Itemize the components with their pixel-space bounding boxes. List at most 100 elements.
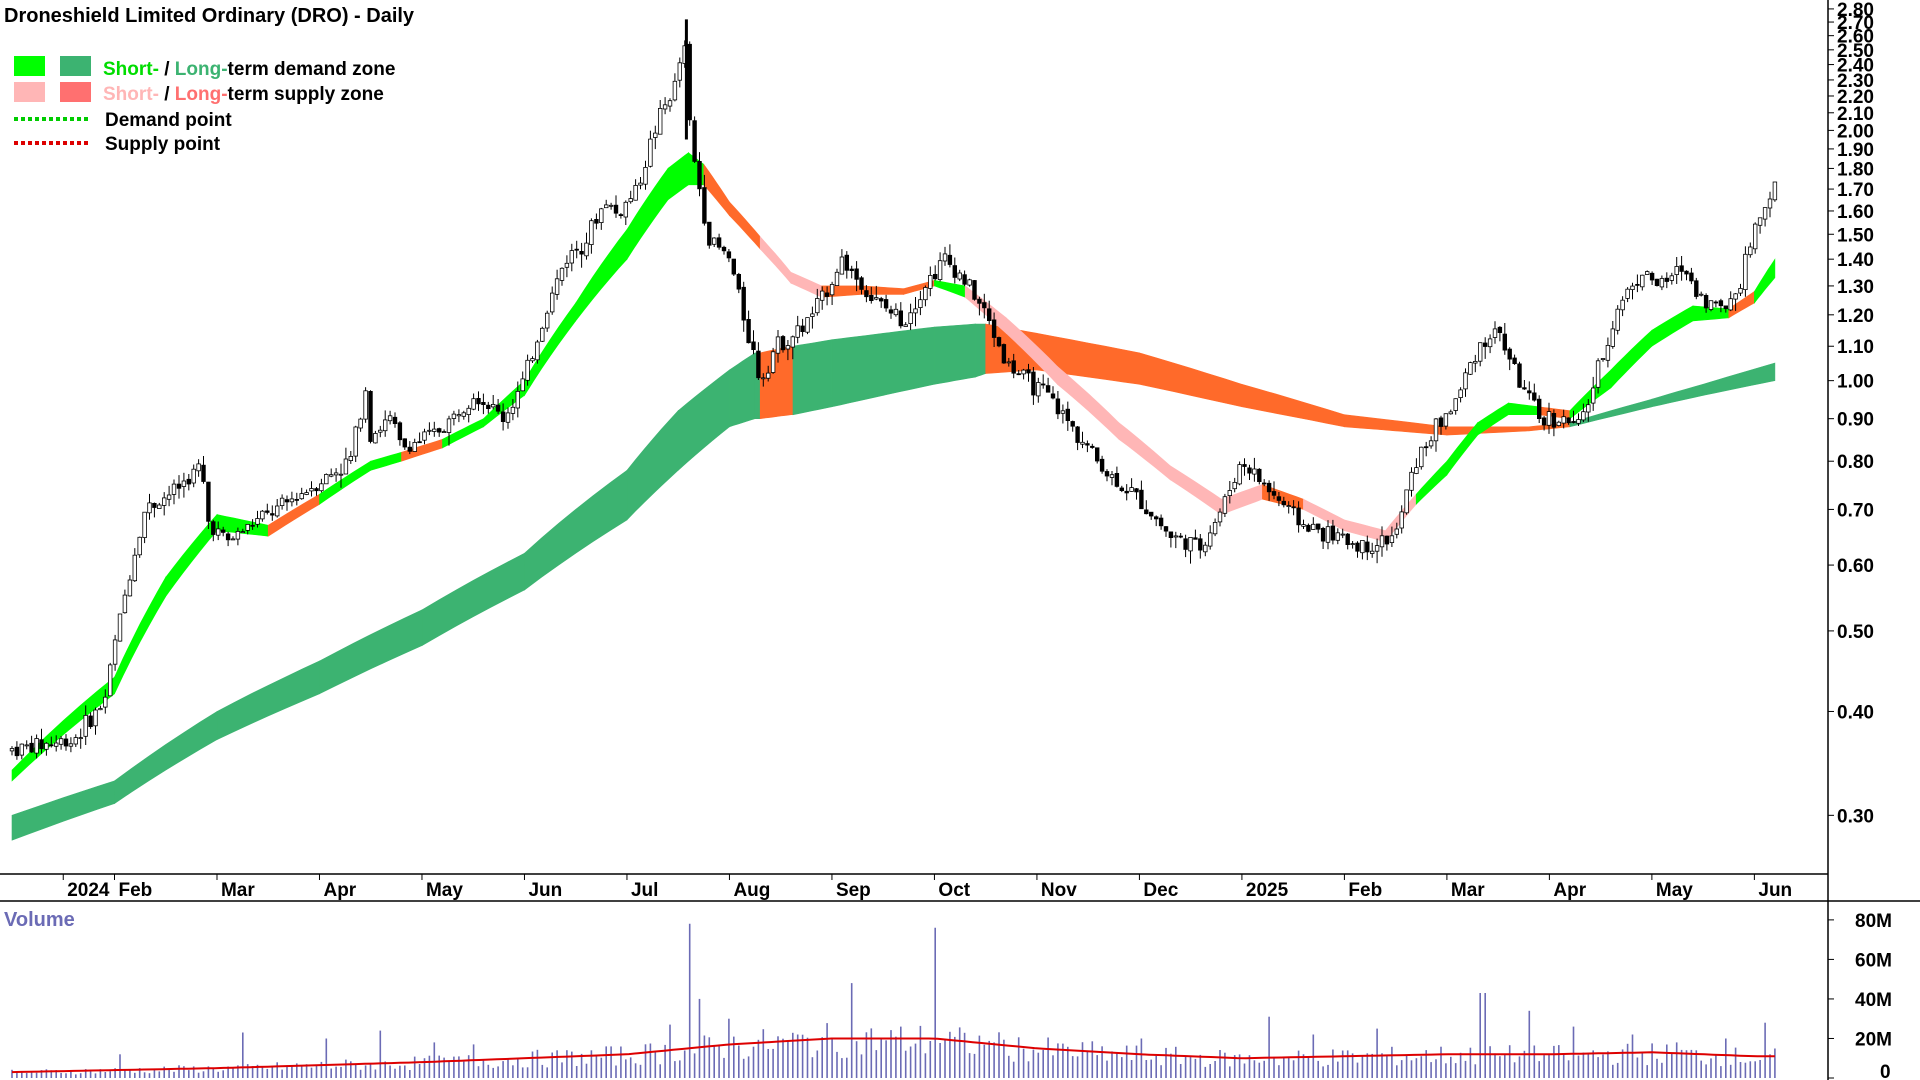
candle-body [353, 426, 358, 457]
candle-body [702, 187, 707, 224]
candle-body [1576, 419, 1581, 424]
candle-body [1502, 333, 1507, 351]
candle-body [805, 317, 810, 333]
candle-body [800, 325, 805, 332]
candle-body [879, 298, 884, 302]
candle-body [407, 446, 412, 452]
candle-body [402, 438, 407, 448]
candle-body [98, 708, 103, 711]
candle-body [103, 696, 108, 708]
date-x-ticks: 2024 Feb Mar Apr May Jun Jul Aug Sep Oct Nov Dec 202… [62, 874, 1792, 901]
candle-body [716, 237, 722, 248]
candle-body [1738, 287, 1743, 294]
candle-body [1679, 265, 1684, 272]
candle-body [937, 260, 943, 281]
y-tick-label: 0.90 [1837, 410, 1874, 431]
y-tick-label: 0.30 [1837, 806, 1874, 827]
candle-body [834, 271, 840, 286]
long-term-zone-segment [882, 326, 935, 396]
candle-body [1257, 468, 1262, 482]
y-tick-label: 0.70 [1837, 500, 1874, 521]
candle-body [461, 412, 466, 417]
candle-body [1645, 271, 1650, 275]
candle-body [1031, 371, 1036, 396]
candle-body [215, 528, 221, 536]
candle-body [382, 419, 388, 432]
candle-body [284, 499, 290, 503]
y-tick-label: 1.60 [1837, 202, 1874, 223]
candle-body [1247, 467, 1252, 474]
candle-body [1428, 440, 1434, 447]
candle-body [260, 510, 265, 520]
candle-body [854, 268, 859, 280]
candle-body [947, 254, 953, 265]
candle-body [923, 287, 928, 301]
candle-body [933, 273, 938, 280]
candle-body [220, 529, 226, 533]
candle-body [328, 474, 334, 477]
candle-body [29, 742, 34, 753]
candle-body [1217, 511, 1223, 523]
candle-body [604, 204, 609, 209]
candle-body [1640, 274, 1645, 288]
chart-legend: Short- / Long-term demand zone Short- / … [14, 56, 395, 155]
candle-body [545, 312, 550, 329]
candle-body [987, 308, 992, 321]
candle-body [1350, 543, 1355, 545]
x-tick-label: Aug [733, 880, 770, 901]
candle-body [883, 299, 889, 309]
candle-body [324, 473, 329, 485]
candle-body [186, 478, 191, 485]
candle-body [191, 468, 196, 484]
long-term-zone-segment [792, 339, 833, 416]
candle-body [1399, 511, 1404, 529]
candle-body [1163, 526, 1169, 532]
candle-body [991, 319, 997, 338]
candle-body [1355, 542, 1360, 552]
candle-body [255, 518, 260, 525]
candle-body [1748, 246, 1753, 256]
candle-body [1723, 305, 1728, 310]
candle-body [1016, 373, 1021, 376]
candle-body [265, 510, 270, 513]
candle-body [1109, 474, 1115, 478]
candle-body [579, 250, 584, 255]
candle-body [1183, 538, 1188, 550]
candle-body [1659, 278, 1665, 288]
candle-body [1713, 301, 1719, 304]
candle-body [810, 313, 815, 317]
candle-body [363, 390, 368, 420]
candle-body [1561, 416, 1566, 424]
candle-body [648, 138, 653, 167]
candle-body [1316, 523, 1321, 530]
legend-long-supply-swatch [60, 82, 91, 102]
legend-supply-long: Long- [175, 84, 228, 105]
candle-body [736, 273, 741, 290]
candle-body [1620, 299, 1625, 311]
candle-body [161, 497, 167, 506]
candle-body [1453, 398, 1458, 411]
x-tick-label: Jun [528, 880, 562, 901]
y-tick-label: 2.80 [1837, 0, 1874, 21]
candle-body [982, 302, 987, 309]
candle-body [550, 292, 555, 313]
x-tick-label: Dec [1143, 880, 1178, 901]
volume-average-line [11, 1037, 1775, 1074]
candle-body [785, 345, 791, 350]
candle-body [34, 738, 39, 754]
candle-body [289, 498, 295, 503]
candle-body [1438, 417, 1444, 427]
legend-demand-long: Long- [175, 59, 228, 80]
candle-body [1085, 443, 1090, 446]
candle-body [1419, 446, 1424, 468]
legend-long-demand-swatch [60, 56, 91, 76]
candle-body [1262, 482, 1267, 485]
x-tick-label: May [426, 880, 463, 901]
candle-body [1026, 369, 1031, 374]
candle-body [515, 390, 520, 409]
x-tick-label: Sep [836, 880, 871, 901]
candle-body [1345, 533, 1350, 545]
y-tick-label: 1.90 [1837, 140, 1874, 161]
candle-body [181, 480, 187, 487]
